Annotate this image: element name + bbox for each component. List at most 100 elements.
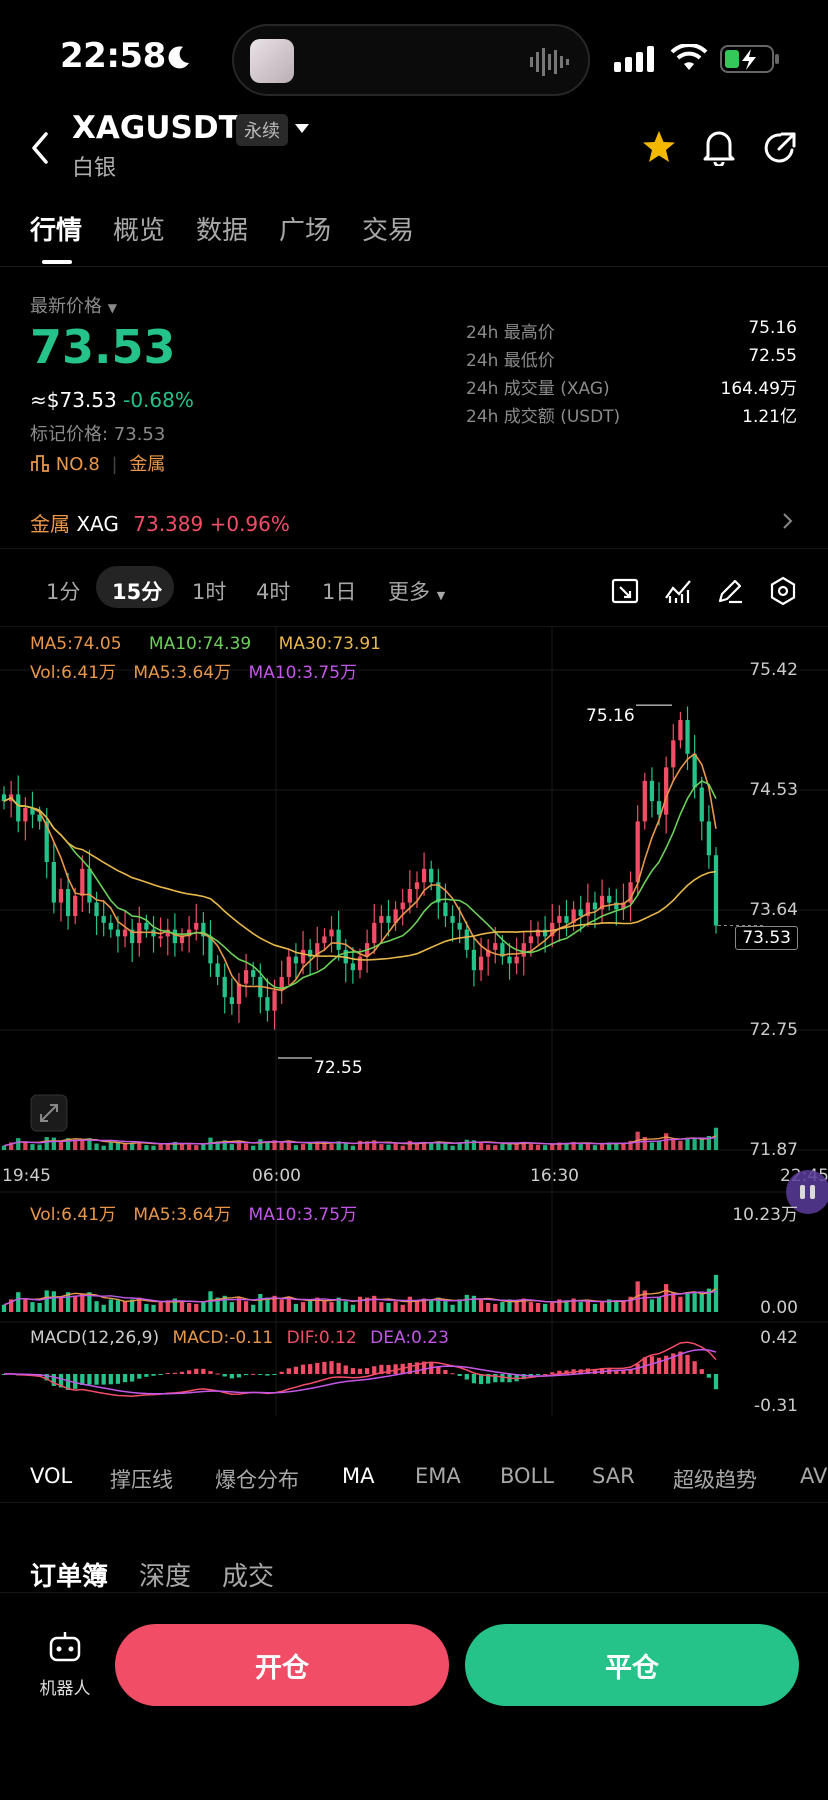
- floating-handle-bar: [800, 1185, 805, 1199]
- macd-histogram-bar: [222, 1374, 227, 1377]
- interval-4h[interactable]: 4时: [256, 580, 291, 604]
- volume-panel-bar: [65, 1292, 71, 1312]
- tab-square[interactable]: 广场: [279, 216, 332, 246]
- volume-bar: [471, 1140, 477, 1150]
- price-alert-bell-icon[interactable]: [702, 128, 736, 166]
- indicator-tab-ma[interactable]: MA: [342, 1464, 375, 1488]
- volume-panel-bar: [165, 1300, 170, 1312]
- volume-bar: [101, 1145, 106, 1150]
- volume-panel-bar: [585, 1300, 590, 1312]
- kline-chart-svg: [0, 626, 828, 1416]
- volume-panel-bar: [649, 1299, 655, 1312]
- candle-body: [429, 868, 434, 883]
- indicator-tab-support-resistance[interactable]: 撑压线: [110, 1468, 173, 1492]
- volume-panel-bar: [457, 1299, 462, 1312]
- asset-name: 白银: [72, 156, 117, 181]
- last-price-label[interactable]: 最新价格 ▼: [30, 292, 117, 318]
- volume-panel-bar: [258, 1294, 263, 1312]
- volume-bar: [592, 1145, 598, 1150]
- macd-histogram-bar: [664, 1355, 669, 1374]
- ma10-value: MA10:74.39: [148, 634, 252, 654]
- favorite-star-icon[interactable]: [641, 130, 677, 164]
- candle-body: [208, 936, 213, 964]
- rank-row[interactable]: NO.8 | 金属: [30, 450, 165, 476]
- candle-body: [656, 801, 662, 815]
- macd-histogram-bar: [58, 1374, 64, 1388]
- volume-bar: [614, 1142, 619, 1150]
- volume-bar: [393, 1143, 398, 1150]
- volume-panel-bar: [229, 1302, 234, 1312]
- close-position-button[interactable]: 平仓: [465, 1624, 799, 1706]
- wifi-icon: [670, 44, 708, 70]
- sector-index-row[interactable]: 金属 XAG 73.389 +0.96%: [30, 508, 290, 537]
- indicator-tab-vol[interactable]: VOL: [30, 1464, 73, 1488]
- kline-chart[interactable]: MA5:74.05 MA10:74.39 MA30:73.91 Vol:6.41…: [0, 626, 828, 1426]
- tab-data[interactable]: 数据: [196, 216, 249, 246]
- volume-panel-bar: [628, 1296, 633, 1312]
- share-icon[interactable]: [762, 130, 798, 166]
- indicator-tab-ema[interactable]: EMA: [415, 1464, 461, 1488]
- macd-histogram-bar: [550, 1372, 555, 1374]
- stat-value-volume: 164.49万: [720, 379, 797, 399]
- volume-bar: [1, 1145, 7, 1150]
- macd-histogram-bar: [386, 1364, 391, 1374]
- candle-body: [293, 956, 299, 964]
- indicator-tab-avl[interactable]: AV: [800, 1464, 828, 1488]
- volume-bar: [386, 1144, 391, 1150]
- interval-1m[interactable]: 1分: [46, 580, 81, 604]
- volume-panel-bar: [108, 1299, 113, 1312]
- draw-pencil-icon[interactable]: [715, 576, 745, 606]
- symbol-title[interactable]: XAGUSDT: [72, 110, 240, 146]
- tab-overview[interactable]: 概览: [113, 216, 166, 246]
- interval-15m[interactable]: 15分: [112, 580, 163, 604]
- time-axis-label: 16:30: [530, 1166, 579, 1186]
- tab-trades[interactable]: 成交: [222, 1562, 275, 1592]
- price-axis-label: 75.42: [749, 660, 798, 680]
- volume-panel-bar: [23, 1298, 28, 1312]
- volume-bar: [421, 1141, 427, 1150]
- volume-bar: [151, 1145, 156, 1150]
- tab-orderbook[interactable]: 订单簿: [30, 1562, 109, 1592]
- symbol-dropdown-icon[interactable]: [294, 122, 310, 134]
- tab-market[interactable]: 行情: [30, 216, 83, 246]
- landscape-mode-icon[interactable]: [610, 576, 640, 606]
- volume-bar: [65, 1138, 71, 1150]
- macd-histogram-bar: [65, 1374, 71, 1390]
- candle-body: [251, 970, 256, 977]
- volume-bar: [165, 1142, 170, 1150]
- volume-bar: [58, 1140, 64, 1150]
- candle-body: [414, 882, 420, 890]
- macd-histogram-bar: [421, 1361, 427, 1374]
- volume-bar: [699, 1139, 704, 1150]
- candle-body: [550, 922, 555, 937]
- chart-settings-icon[interactable]: [768, 576, 798, 606]
- expand-chart-icon[interactable]: [30, 1094, 68, 1132]
- interval-more[interactable]: 更多 ▼: [388, 576, 445, 606]
- chevron-right-icon[interactable]: [782, 512, 794, 530]
- tab-depth[interactable]: 深度: [139, 1562, 192, 1592]
- tab-trade[interactable]: 交易: [362, 216, 415, 246]
- volume-bar: [571, 1141, 576, 1150]
- macd-histogram-bar: [414, 1362, 420, 1374]
- macd-histogram-bar: [243, 1374, 249, 1376]
- trading-bot-button[interactable]: 机器人: [30, 1630, 100, 1700]
- indicator-tab-boll[interactable]: BOLL: [500, 1464, 554, 1488]
- macd-histogram-bar: [258, 1374, 263, 1375]
- volume-bar: [194, 1145, 199, 1150]
- candle-body: [393, 909, 398, 923]
- interval-1d[interactable]: 1日: [322, 580, 357, 604]
- indicator-tab-supertrend[interactable]: 超级趋势: [673, 1468, 757, 1492]
- indicators-icon[interactable]: [663, 576, 693, 606]
- back-arrow-icon[interactable]: [28, 130, 52, 166]
- interval-1h[interactable]: 1时: [192, 580, 227, 604]
- sector-change: +0.96%: [209, 512, 290, 536]
- indicator-tab-liquidation[interactable]: 爆仓分布: [215, 1468, 299, 1492]
- dynamic-island[interactable]: [232, 24, 590, 96]
- floating-assistant-button[interactable]: [786, 1170, 828, 1214]
- open-position-button[interactable]: 开仓: [115, 1624, 449, 1706]
- sector-price: 73.389: [133, 512, 204, 536]
- volume-bar: [236, 1141, 242, 1150]
- volume-bar: [201, 1144, 206, 1150]
- macd-histogram-bar: [87, 1374, 92, 1385]
- indicator-tab-sar[interactable]: SAR: [592, 1464, 635, 1488]
